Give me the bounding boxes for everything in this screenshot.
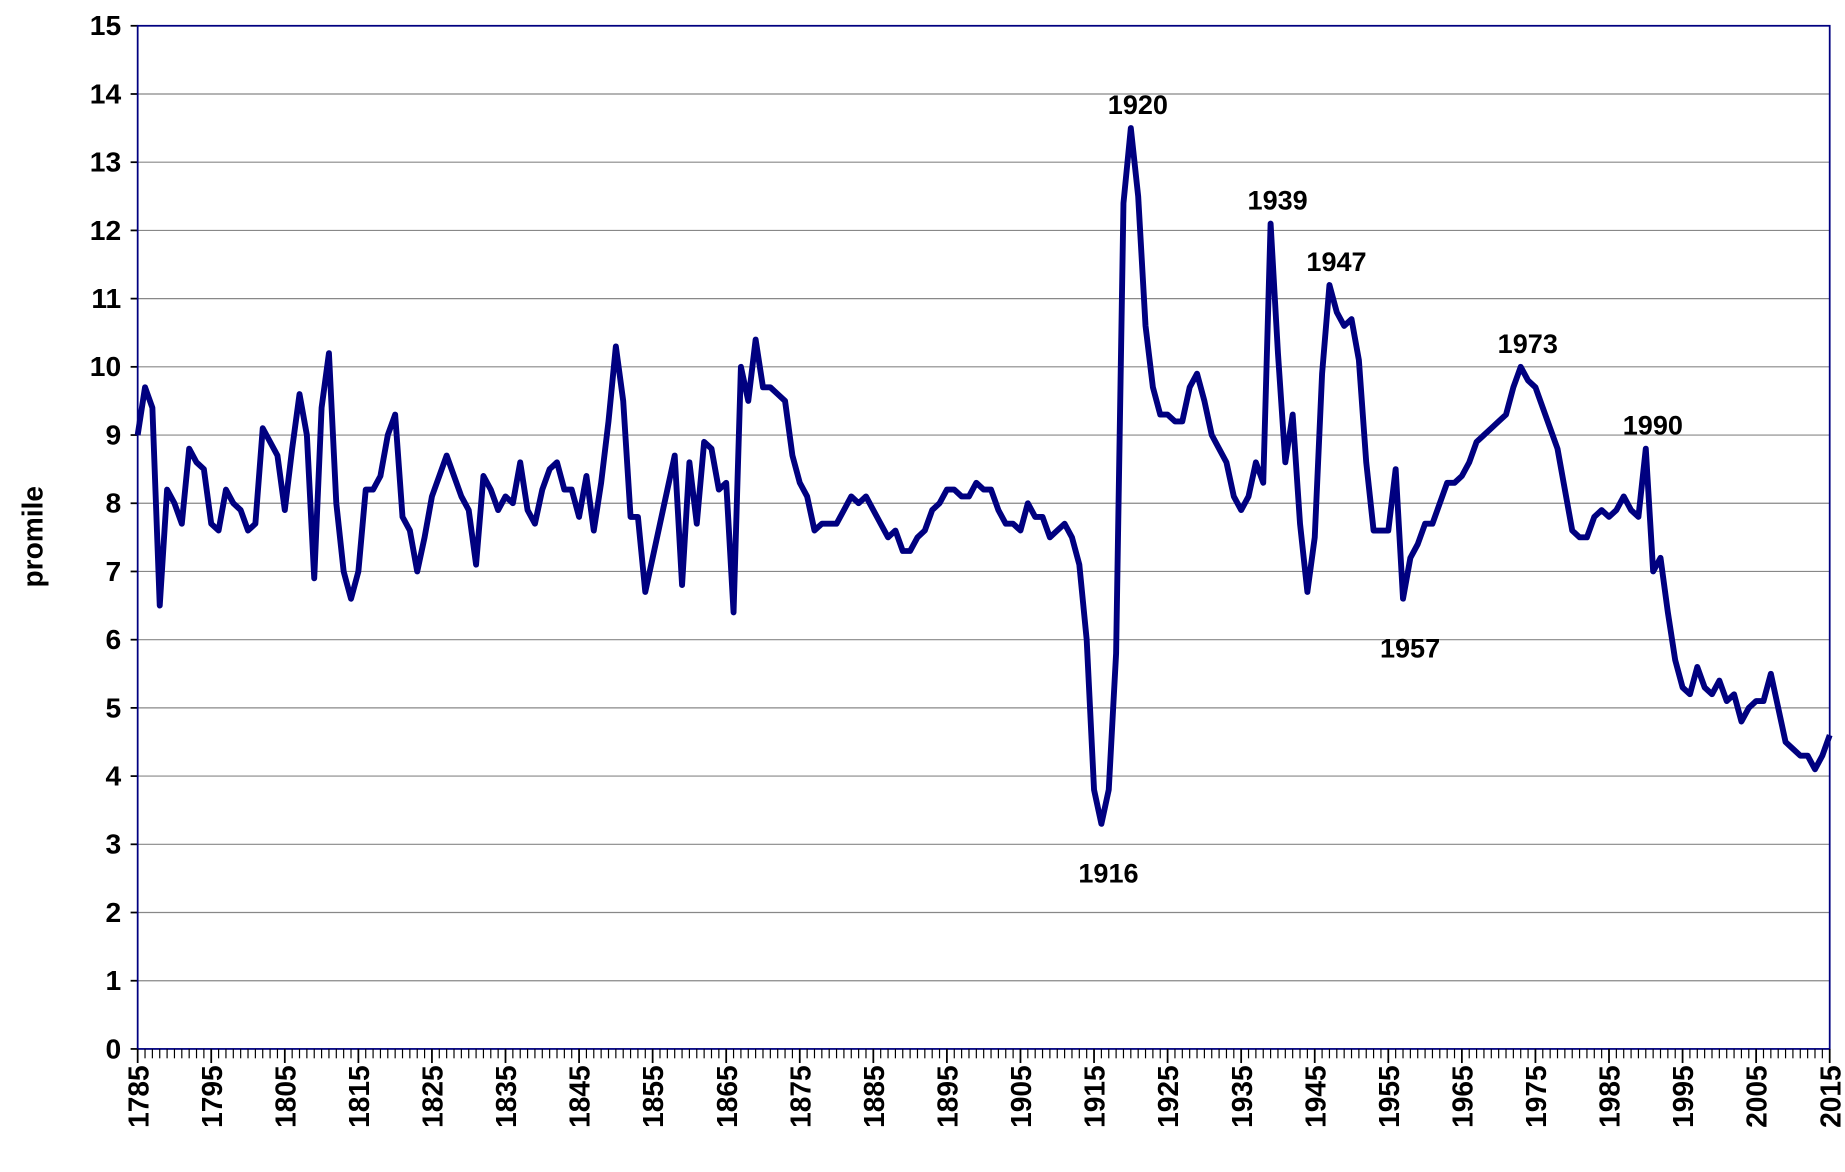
y-tick-label: 11 [91, 282, 121, 314]
x-tick-label: 1945 [1299, 1065, 1331, 1128]
x-tick-label: 1825 [416, 1065, 448, 1128]
x-tick-label: 1865 [711, 1065, 743, 1128]
annotation: 1939 [1248, 186, 1308, 216]
x-tick-label: 1795 [196, 1065, 228, 1128]
x-tick-label: 1975 [1520, 1065, 1552, 1128]
x-tick-label: 1815 [343, 1065, 375, 1128]
y-tick-label: 1 [105, 964, 121, 996]
y-tick-label: 5 [105, 691, 121, 723]
y-tick-label: 7 [105, 555, 121, 587]
annotation: 1973 [1498, 329, 1558, 359]
annotation: 1920 [1108, 90, 1168, 120]
x-tick-label: 1855 [637, 1065, 669, 1128]
x-tick-label: 1915 [1079, 1065, 1111, 1128]
annotation: 1957 [1380, 633, 1440, 663]
x-tick-label: 1925 [1152, 1065, 1184, 1128]
x-tick-label: 1965 [1446, 1065, 1478, 1128]
x-tick-label: 1985 [1594, 1065, 1626, 1128]
y-tick-label: 0 [105, 1032, 121, 1064]
x-tick-label: 1875 [784, 1065, 816, 1128]
y-tick-label: 12 [90, 214, 121, 246]
y-tick-label: 15 [90, 9, 121, 41]
x-tick-label: 1845 [564, 1065, 596, 1128]
x-tick-label: 1805 [269, 1065, 301, 1128]
annotation: 1947 [1306, 247, 1366, 277]
y-tick-label: 6 [105, 623, 121, 655]
y-tick-label: 2 [105, 896, 121, 928]
y-tick-label: 10 [90, 350, 121, 382]
x-tick-label: 1905 [1005, 1065, 1037, 1128]
x-tick-label: 1955 [1373, 1065, 1405, 1128]
annotation: 1990 [1623, 411, 1683, 441]
x-tick-label: 2005 [1741, 1065, 1773, 1128]
y-tick-label: 4 [105, 760, 121, 792]
x-tick-label: 1785 [122, 1065, 154, 1128]
x-tick-label: 2015 [1814, 1065, 1845, 1128]
x-tick-label: 1895 [931, 1065, 963, 1128]
y-tick-label: 8 [105, 487, 121, 519]
y-tick-label: 14 [90, 77, 122, 109]
y-tick-label: 3 [105, 828, 121, 860]
y-tick-label: 13 [90, 146, 121, 178]
data-line [134, 125, 1833, 827]
plot-frame [136, 24, 1831, 1050]
x-tick-label: 1935 [1226, 1065, 1258, 1128]
annotation: 1916 [1078, 858, 1138, 888]
y-axis-label: promile [16, 486, 48, 588]
x-tick-label: 1885 [858, 1065, 890, 1128]
y-tick-label: 9 [105, 418, 121, 450]
x-tick-label: 1995 [1667, 1065, 1699, 1128]
x-tick-label: 1835 [490, 1065, 522, 1128]
